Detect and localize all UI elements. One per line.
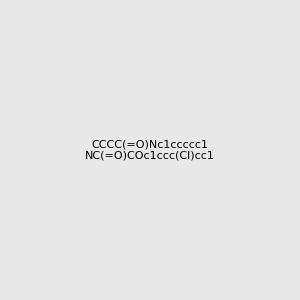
Text: CCCC(=O)Nc1ccccc1
NC(=O)COc1ccc(Cl)cc1: CCCC(=O)Nc1ccccc1 NC(=O)COc1ccc(Cl)cc1 <box>85 139 215 161</box>
